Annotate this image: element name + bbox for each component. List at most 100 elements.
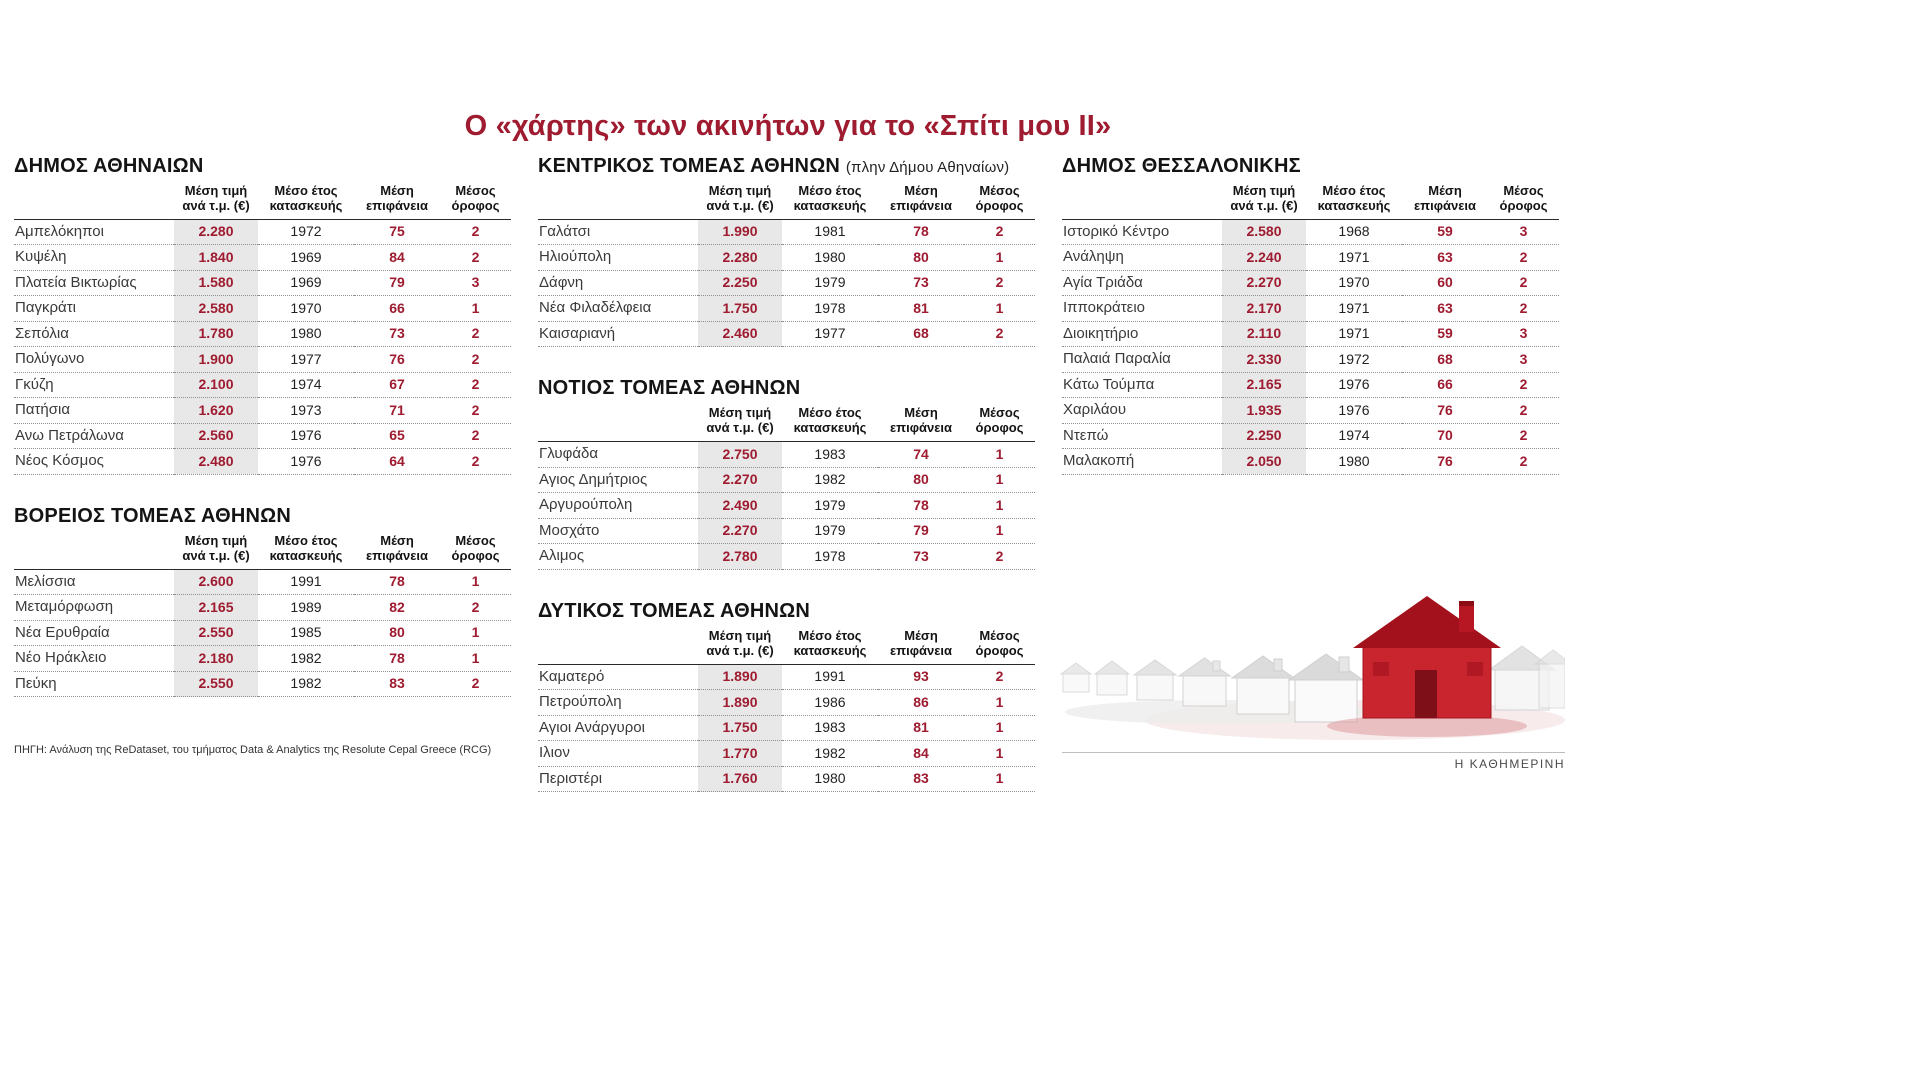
floor-cell: 2 (440, 346, 511, 373)
year-cell: 1971 (1306, 321, 1402, 348)
column-header: Μέση επιφάνεια (878, 626, 964, 665)
year-cell: 1979 (782, 518, 878, 545)
surface-cell: 78 (354, 569, 440, 596)
year-cell: 1976 (258, 423, 354, 450)
surface-cell: 93 (878, 664, 964, 691)
area-name-cell: Καματερό (538, 664, 698, 691)
price-cell: 2.480 (174, 448, 258, 475)
area-name-cell: Αμπελόκηποι (14, 219, 174, 246)
area-name-cell: Αλιμος (538, 543, 698, 570)
surface-cell: 73 (878, 543, 964, 570)
year-cell: 1989 (258, 594, 354, 621)
column-header: Μέσο έτος κατασκευής (258, 531, 354, 570)
floor-cell: 2 (1488, 423, 1559, 450)
price-cell: 2.270 (698, 467, 782, 494)
column-right: ΔΗΜΟΣ ΘΕΣΣΑΛΟΝΙΚΗΣ Μέση τιμή ανά τ.μ. (€… (1062, 155, 1559, 475)
area-name-cell: Νέα Ερυθραία (14, 620, 174, 647)
table-row: Ηλιούπολη 2.280 1980 80 1 (538, 244, 1035, 271)
area-name-cell: Ηλιούπολη (538, 244, 698, 271)
floor-cell: 2 (440, 423, 511, 450)
price-cell: 2.330 (1222, 346, 1306, 373)
table-row: Μοσχάτο 2.270 1979 79 1 (538, 518, 1035, 545)
table-row: Καισαριανή 2.460 1977 68 2 (538, 321, 1035, 348)
column-header: Μέσος όροφος (440, 531, 511, 570)
floor-cell: 2 (964, 219, 1035, 246)
section-title-text: ΔΗΜΟΣ ΘΕΣΣΑΛΟΝΙΚΗΣ (1062, 155, 1301, 177)
area-name-cell: Ιστορικό Κέντρο (1062, 219, 1222, 246)
table-row: Μεταμόρφωση 2.165 1989 82 2 (14, 594, 511, 621)
price-cell: 2.280 (174, 219, 258, 246)
floor-cell: 2 (440, 372, 511, 399)
surface-cell: 84 (354, 244, 440, 271)
section-title-text: ΔΗΜΟΣ ΑΘΗΝΑΙΩΝ (14, 155, 204, 177)
price-cell: 2.165 (174, 594, 258, 621)
year-cell: 1976 (258, 448, 354, 475)
table-row: Ιλιον 1.770 1982 84 1 (538, 740, 1035, 767)
price-cell: 2.180 (174, 645, 258, 672)
price-cell: 2.280 (698, 244, 782, 271)
table-dimos-athinaion: Μέση τιμή ανά τ.μ. (€) Μέσο έτος κατασκευ… (14, 182, 511, 475)
header-row: Μέση τιμή ανά τ.μ. (€) Μέσο έτος κατασκευ… (14, 182, 511, 220)
price-cell: 2.100 (174, 372, 258, 399)
column-header: Μέσο έτος κατασκευής (1306, 182, 1402, 220)
table-dimos-thessalonikis: Μέση τιμή ανά τ.μ. (€) Μέσο έτος κατασκευ… (1062, 182, 1559, 475)
price-cell: 2.240 (1222, 244, 1306, 271)
area-name-cell: Ανάληψη (1062, 244, 1222, 271)
column-header: Μέση επιφάνεια (1402, 182, 1488, 220)
surface-cell: 68 (1402, 346, 1488, 373)
year-cell: 1971 (1306, 244, 1402, 271)
table-row: Αγιοι Ανάργυροι 1.750 1983 81 1 (538, 715, 1035, 742)
area-name-cell: Μεταμόρφωση (14, 594, 174, 621)
year-cell: 1978 (782, 295, 878, 322)
table-row: Αγιος Δημήτριος 2.270 1982 80 1 (538, 467, 1035, 494)
area-name-cell: Νέος Κόσμος (14, 448, 174, 475)
price-cell: 2.110 (1222, 321, 1306, 348)
area-column-header (14, 531, 174, 570)
column-header: Μέση τιμή ανά τ.μ. (€) (698, 626, 782, 665)
year-cell: 1969 (258, 244, 354, 271)
floor-cell: 2 (440, 244, 511, 271)
price-cell: 1.750 (698, 295, 782, 322)
column-header: Μέσο έτος κατασκευής (782, 404, 878, 443)
area-name-cell: Ανω Πετράλωνα (14, 423, 174, 450)
area-name-cell: Σεπόλια (14, 321, 174, 348)
table-row: Νέα Ερυθραία 2.550 1985 80 1 (14, 620, 511, 647)
surface-cell: 80 (354, 620, 440, 647)
floor-cell: 1 (440, 645, 511, 672)
table-row: Αγία Τριάδα 2.270 1970 60 2 (1062, 270, 1559, 297)
table-row: Περιστέρι 1.760 1980 83 1 (538, 766, 1035, 793)
year-cell: 1974 (258, 372, 354, 399)
section-title-text: ΚΕΝΤΡΙΚΟΣ ΤΟΜΕΑΣ ΑΘΗΝΩΝ (538, 155, 841, 177)
table-row: Μελίσσια 2.600 1991 78 1 (14, 569, 511, 596)
floor-cell: 1 (964, 441, 1035, 468)
floor-cell: 1 (964, 715, 1035, 742)
year-cell: 1982 (258, 671, 354, 698)
surface-cell: 84 (878, 740, 964, 767)
year-cell: 1981 (782, 219, 878, 246)
price-cell: 2.580 (174, 295, 258, 322)
table-row: Παλαιά Παραλία 2.330 1972 68 3 (1062, 346, 1559, 373)
page-title: Ο «χάρτης» των ακινήτων για το «Σπίτι μο… (464, 110, 1112, 142)
table-dytikos-tomeas: Μέση τιμή ανά τ.μ. (€) Μέσο έτος κατασκευ… (538, 626, 1035, 793)
column-header: Μέσο έτος κατασκευής (782, 182, 878, 220)
table-row: Γκύζη 2.100 1974 67 2 (14, 372, 511, 399)
surface-cell: 75 (354, 219, 440, 246)
houses-illustration (1055, 498, 1566, 748)
floor-cell: 2 (1488, 295, 1559, 322)
table-row: Μαλακοπή 2.050 1980 76 2 (1062, 448, 1559, 475)
table-row: Σεπόλια 1.780 1980 73 2 (14, 321, 511, 348)
floor-cell: 2 (1488, 372, 1559, 399)
floor-cell: 2 (440, 594, 511, 621)
table-row: Πετρούπολη 1.890 1986 86 1 (538, 689, 1035, 716)
column-header: Μέσο έτος κατασκευής (782, 626, 878, 665)
table-row: Καματερό 1.890 1991 93 2 (538, 664, 1035, 691)
year-cell: 1983 (782, 441, 878, 468)
area-name-cell: Πετρούπολη (538, 689, 698, 716)
year-cell: 1976 (1306, 397, 1402, 424)
floor-cell: 3 (1488, 346, 1559, 373)
year-cell: 1991 (258, 569, 354, 596)
price-cell: 2.165 (1222, 372, 1306, 399)
table-row: Γλυφάδα 2.750 1983 74 1 (538, 441, 1035, 468)
area-name-cell: Χαριλάου (1062, 397, 1222, 424)
surface-cell: 82 (354, 594, 440, 621)
